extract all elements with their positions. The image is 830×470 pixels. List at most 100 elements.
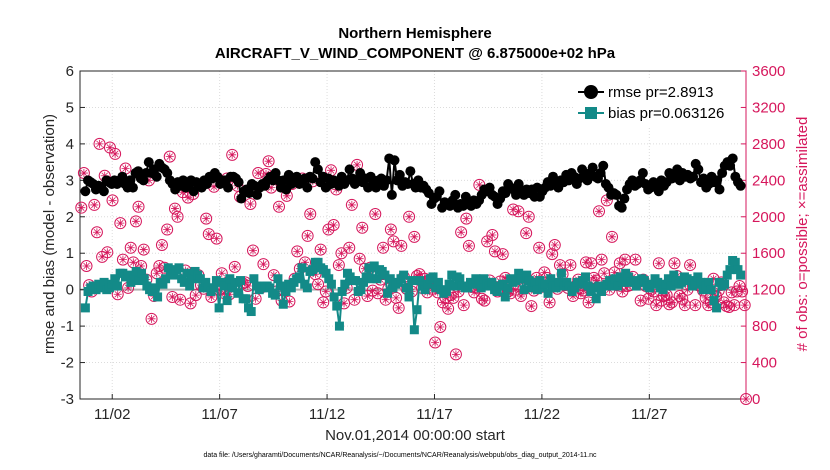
obs-possible-circle <box>129 215 142 228</box>
obs-marker <box>343 241 356 254</box>
bias-point <box>321 268 331 278</box>
bias-point <box>712 303 722 313</box>
obs-marker <box>429 336 442 349</box>
obs-assimilated-cross <box>516 292 525 301</box>
bias-point <box>736 270 746 280</box>
obs-marker <box>202 228 215 241</box>
obs-marker <box>665 296 678 309</box>
obs-marker <box>291 245 304 258</box>
obs-possible-circle <box>301 229 314 242</box>
obs-assimilated-cross <box>709 274 718 283</box>
obs-marker <box>184 297 197 310</box>
obs-marker <box>137 243 150 256</box>
bias-point <box>409 325 419 335</box>
obs-assimilated-cross <box>410 232 419 241</box>
obs-marker <box>377 241 390 254</box>
obs-possible-circle <box>728 299 741 312</box>
obs-assimilated-cross <box>540 268 549 277</box>
obs-assimilated-cross <box>228 150 237 159</box>
obs-possible-circle <box>114 217 127 230</box>
obs-assimilated-cross <box>293 247 302 256</box>
obs-assimilated-cross <box>254 169 263 178</box>
y2-tick-label: 2400 <box>752 172 785 189</box>
obs-marker <box>392 301 405 314</box>
obs-assimilated-cross <box>602 196 611 205</box>
obs-assimilated-cross <box>264 157 273 166</box>
bias-point <box>511 276 521 286</box>
obs-assimilated-cross <box>157 241 166 250</box>
rmse-point <box>693 164 704 175</box>
obs-assimilated-cross <box>79 169 88 178</box>
bias-point <box>696 277 706 287</box>
rmse-point <box>143 157 154 168</box>
obs-assimilated-cross <box>644 294 653 303</box>
obs-assimilated-cross <box>665 300 674 309</box>
obs-assimilated-cross <box>527 302 536 311</box>
obs-assimilated-cross <box>212 234 221 243</box>
obs-possible-circle <box>619 253 632 266</box>
obs-possible-circle <box>174 293 187 306</box>
bias-point <box>589 283 599 293</box>
obs-possible-circle <box>273 200 286 213</box>
obs-possible-circle <box>403 210 416 223</box>
obs-assimilated-cross <box>415 270 424 279</box>
obs-marker <box>314 243 327 256</box>
bias-point <box>225 274 235 284</box>
obs-assimilated-cross <box>92 228 101 237</box>
data-file-note: data file: /Users/gharamti/Documents/NCA… <box>203 452 597 459</box>
obs-possible-circle <box>257 258 270 271</box>
obs-marker <box>678 299 691 312</box>
obs-assimilated-cross <box>524 212 533 221</box>
obs-possible-circle <box>676 292 689 305</box>
bias-point <box>123 270 133 280</box>
obs-possible-circle <box>665 296 678 309</box>
obs-marker <box>434 321 447 334</box>
obs-marker <box>129 215 142 228</box>
y-tick-label: 1 <box>66 245 74 262</box>
obs-assimilated-cross <box>111 149 120 158</box>
bias-point <box>137 268 147 278</box>
obs-possible-circle <box>408 230 421 243</box>
bias-point <box>329 292 339 302</box>
rmse-point <box>611 189 622 200</box>
obs-possible-circle <box>93 137 106 150</box>
bias-point <box>332 301 342 311</box>
bias-point <box>337 286 347 296</box>
obs-possible-circle <box>155 239 168 252</box>
bias-point <box>516 274 526 284</box>
y2-tick-label: 1200 <box>752 282 785 299</box>
obs-assimilated-cross <box>597 255 606 264</box>
y-axis-label: rmse and bias (model - observation) <box>41 114 58 354</box>
rmse-point <box>616 202 627 213</box>
rmse-point <box>307 173 318 184</box>
obs-assimilated-cross <box>615 259 624 268</box>
obs-possible-circle <box>548 239 561 252</box>
rmse-point <box>450 189 461 200</box>
bias-point <box>532 285 542 295</box>
obs-assimilated-cross <box>568 292 577 301</box>
bias-point <box>91 285 101 295</box>
bias-point <box>543 288 553 298</box>
plot-area: -3 -2 -1 0 1 2 3 4 5 6 0 400 800 1200 1600 2000 2400 2800… <box>61 63 786 423</box>
obs-assimilated-cross <box>340 299 349 308</box>
obs-possible-circle <box>598 267 611 280</box>
obs-possible-circle <box>345 198 358 211</box>
obs-marker <box>564 259 577 272</box>
bias-point <box>195 274 205 284</box>
bias-point <box>639 276 649 286</box>
obs-marker <box>75 201 88 214</box>
obs-marker <box>460 212 473 225</box>
y2-axis-label: # of obs: o=possible; ×=assimilated <box>794 117 811 352</box>
obs-assimilated-cross <box>477 294 486 303</box>
obs-marker <box>226 148 239 161</box>
obs-assimilated-cross <box>225 290 234 299</box>
obs-assimilated-cross <box>358 223 367 232</box>
bias-point <box>722 270 732 280</box>
obs-possible-circle <box>200 212 213 225</box>
y-tick-label: -2 <box>61 355 74 372</box>
bias-point <box>169 270 179 280</box>
obs-possible-circle <box>101 246 114 259</box>
obs-possible-circle <box>124 241 137 254</box>
obs-assimilated-cross <box>686 261 695 270</box>
obs-assimilated-cross <box>319 298 328 307</box>
